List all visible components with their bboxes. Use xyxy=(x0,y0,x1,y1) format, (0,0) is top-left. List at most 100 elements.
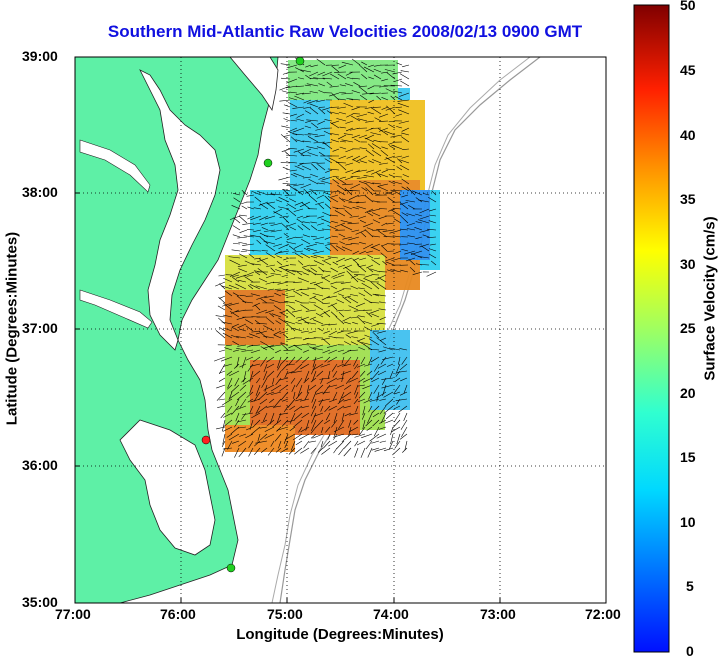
velocity-arrow xyxy=(417,219,430,224)
velocity-arrow xyxy=(263,325,275,332)
velocity-arrow xyxy=(404,250,416,255)
velocity-arrow xyxy=(367,143,375,150)
velocity-arrow xyxy=(336,299,345,304)
velocity-arrow xyxy=(257,405,268,414)
velocity-arrow xyxy=(402,447,408,453)
velocity-arrow xyxy=(374,117,382,122)
velocity-arrow xyxy=(308,178,319,185)
velocity-arrow xyxy=(248,440,254,449)
velocity-arrow xyxy=(250,349,261,354)
velocity-arrow xyxy=(254,304,261,311)
velocity-arrow xyxy=(372,412,380,418)
velocity-arrow xyxy=(346,270,352,276)
velocity-arrow xyxy=(235,283,247,290)
velocity-arrow xyxy=(382,229,395,232)
velocity-arrow xyxy=(315,241,325,245)
velocity-arrow xyxy=(359,426,366,436)
velocity-arrow xyxy=(408,205,416,210)
velocity-arrow xyxy=(277,363,282,371)
velocity-arrow xyxy=(267,193,276,196)
velocity-arrow xyxy=(315,312,324,318)
velocity-arrow xyxy=(342,296,352,304)
velocity-arrow xyxy=(393,90,403,94)
velocity-arrow xyxy=(232,440,240,444)
velocity-arrow xyxy=(295,356,303,363)
velocity-arrow xyxy=(349,412,359,416)
velocity-arrow xyxy=(260,222,269,226)
velocity-arrow xyxy=(403,384,408,394)
velocity-arrow xyxy=(368,268,374,273)
velocity-arrow xyxy=(345,243,353,246)
velocity-arrow xyxy=(343,321,352,325)
velocity-arrow xyxy=(294,201,304,206)
velocity-arrow xyxy=(358,86,368,94)
velocity-arrow xyxy=(282,189,290,196)
velocity-arrow xyxy=(309,316,317,320)
radar-station-marker xyxy=(226,563,236,573)
velocity-arrow xyxy=(352,322,359,325)
velocity-arrow xyxy=(350,285,359,290)
velocity-arrow xyxy=(236,391,247,401)
velocity-arrow xyxy=(319,377,331,380)
velocity-arrow xyxy=(396,433,401,445)
x-tick-label: 74:00 xyxy=(373,606,409,622)
velocity-arrow xyxy=(385,106,396,111)
velocity-arrow xyxy=(227,384,233,390)
velocity-arrow xyxy=(227,440,233,450)
velocity-arrow xyxy=(283,300,296,304)
velocity-arrow xyxy=(275,349,282,354)
velocity-arrow xyxy=(297,277,310,283)
velocity-arrow xyxy=(368,99,375,103)
velocity-arrow xyxy=(297,384,303,396)
velocity-arrow xyxy=(279,412,289,415)
velocity-arrow xyxy=(354,440,359,447)
velocity-arrow xyxy=(317,120,326,125)
velocity-arrow xyxy=(342,183,354,186)
velocity-arrow xyxy=(379,398,387,401)
velocity-arrow xyxy=(248,284,254,290)
velocity-arrow xyxy=(381,146,389,150)
velocity-arrow xyxy=(320,309,331,315)
velocity-arrow xyxy=(379,419,387,424)
velocity-arrow xyxy=(236,336,247,339)
velocity-arrow xyxy=(296,218,304,224)
velocity-arrow xyxy=(351,229,360,233)
velocity-arrow xyxy=(385,412,394,420)
velocity-arrow xyxy=(282,112,291,115)
colorbar-tick-label: 25 xyxy=(680,320,696,336)
velocity-arrow xyxy=(264,215,276,220)
velocity-arrow xyxy=(363,222,374,228)
velocity-arrow xyxy=(385,191,395,196)
velocity-arrow xyxy=(387,197,395,203)
velocity-arrow xyxy=(322,302,331,304)
velocity-arrow xyxy=(280,343,289,351)
velocity-arrow xyxy=(405,200,416,203)
velocity-arrow xyxy=(281,125,291,129)
velocity-arrow xyxy=(217,305,226,311)
velocity-arrow xyxy=(264,384,268,392)
velocity-arrow xyxy=(366,426,373,431)
velocity-arrow xyxy=(377,330,387,334)
velocity-arrow xyxy=(367,85,375,90)
velocity-arrow xyxy=(242,377,254,385)
velocity-arrow xyxy=(280,63,291,66)
velocity-arrow xyxy=(331,274,338,278)
velocity-arrow xyxy=(261,377,268,388)
velocity-arrow xyxy=(363,320,373,325)
y-tick-label: 39:00 xyxy=(22,48,58,64)
velocity-arrow xyxy=(373,106,382,108)
velocity-arrow xyxy=(263,412,268,422)
velocity-arrow xyxy=(335,245,346,252)
chesapeake-bay xyxy=(139,69,221,351)
velocity-arrow xyxy=(232,234,241,238)
velocity-arrow xyxy=(390,426,401,433)
velocity-arrow xyxy=(338,233,346,238)
velocity-arrow xyxy=(350,274,359,283)
velocity-arrow xyxy=(341,363,352,367)
velocity-arrow xyxy=(223,327,233,332)
velocity-arrow xyxy=(311,190,318,196)
velocity-arrow xyxy=(355,391,359,399)
velocity-arrow xyxy=(267,203,276,210)
velocity-arrow xyxy=(337,349,345,353)
velocity-arrow xyxy=(354,138,361,143)
